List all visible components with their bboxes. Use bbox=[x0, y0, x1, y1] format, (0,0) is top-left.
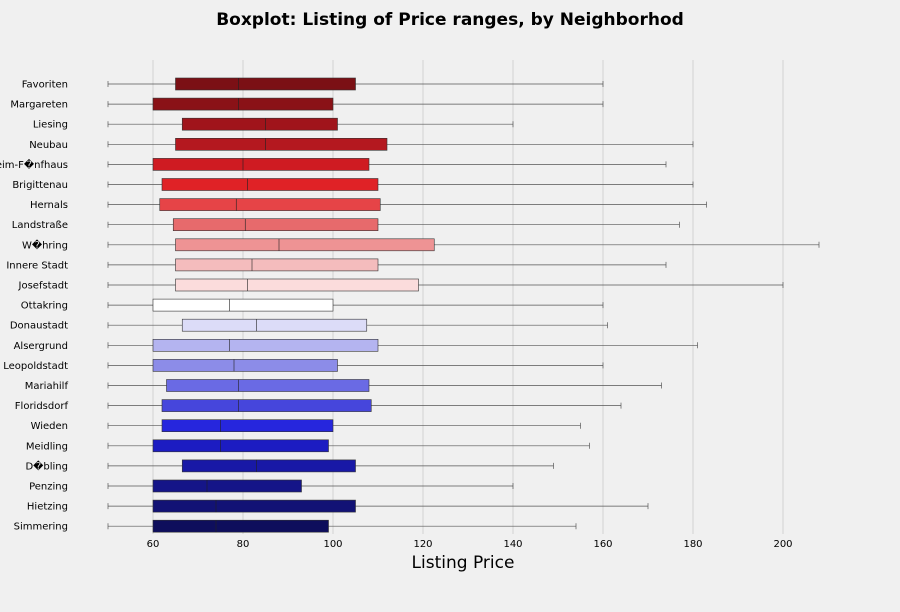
box-iqr bbox=[161, 419, 334, 433]
x-axis-label: Listing Price bbox=[412, 553, 515, 573]
category-label: Margareten bbox=[10, 100, 68, 111]
box-12 bbox=[107, 318, 608, 332]
box-iqr bbox=[152, 298, 334, 312]
category-label: Hernals bbox=[30, 200, 68, 211]
box-18 bbox=[107, 439, 590, 453]
box-14 bbox=[107, 359, 604, 372]
box-20 bbox=[107, 479, 514, 493]
boxes bbox=[107, 77, 820, 533]
box-iqr bbox=[181, 318, 368, 332]
box-iqr bbox=[166, 379, 370, 392]
box-iqr bbox=[152, 97, 334, 111]
category-label: Josefstadt bbox=[18, 281, 69, 292]
box-iqr bbox=[175, 258, 379, 272]
box-3 bbox=[107, 138, 694, 151]
box-11 bbox=[107, 298, 604, 312]
gridlines bbox=[152, 60, 784, 534]
category-label: D�bling bbox=[25, 459, 68, 472]
category-label: Simmering bbox=[14, 522, 68, 533]
category-label: Penzing bbox=[29, 482, 68, 493]
box-22 bbox=[107, 519, 577, 533]
box-iqr bbox=[181, 459, 356, 473]
box-15 bbox=[107, 379, 662, 392]
chart-title: Boxplot: Listing of Price ranges, by Nei… bbox=[216, 10, 684, 30]
box-iqr bbox=[152, 158, 370, 171]
category-label: Mariahilf bbox=[25, 381, 69, 392]
x-tick-label: 60 bbox=[147, 539, 160, 550]
category-label: Favoriten bbox=[22, 80, 68, 91]
x-tick-label: 200 bbox=[773, 539, 792, 550]
box-21 bbox=[107, 499, 649, 513]
box-5 bbox=[107, 178, 694, 191]
box-iqr bbox=[175, 77, 356, 91]
category-label: Neubau bbox=[29, 140, 68, 151]
box-17 bbox=[107, 419, 581, 433]
category-label: Hietzing bbox=[27, 502, 68, 513]
box-8 bbox=[107, 238, 820, 252]
box-iqr bbox=[152, 359, 338, 372]
x-tick-label: 120 bbox=[413, 539, 432, 550]
category-label: Alsergrund bbox=[14, 341, 68, 352]
category-label: Ottakring bbox=[21, 301, 68, 312]
box-13 bbox=[107, 338, 698, 352]
category-label: Innere Stadt bbox=[6, 260, 68, 271]
category-label: Floridsdorf bbox=[15, 401, 69, 412]
box-iqr bbox=[152, 479, 302, 493]
box-6 bbox=[107, 198, 707, 211]
box-0 bbox=[107, 77, 604, 91]
box-iqr bbox=[175, 238, 435, 252]
category-label: Brigittenau bbox=[12, 180, 68, 191]
category-label: W�hring bbox=[22, 238, 68, 251]
category-label: Liesing bbox=[33, 120, 68, 131]
category-label: Rudolfsheim-F�nfhaus bbox=[0, 158, 68, 171]
category-label: Leopoldstadt bbox=[3, 361, 68, 372]
box-2 bbox=[107, 117, 514, 131]
x-tick-label: 140 bbox=[503, 539, 522, 550]
box-iqr bbox=[159, 198, 381, 211]
box-iqr bbox=[161, 399, 372, 412]
box-7 bbox=[107, 218, 680, 231]
category-label: Wieden bbox=[31, 421, 68, 432]
box-4 bbox=[107, 158, 667, 171]
category-label: Donaustadt bbox=[10, 321, 68, 332]
box-9 bbox=[107, 258, 667, 272]
x-tick-label: 100 bbox=[323, 539, 342, 550]
category-labels: Favoriten Margareten Liesing Neubau Rudolfsh… bbox=[0, 80, 68, 533]
box-iqr bbox=[175, 278, 419, 292]
box-iqr bbox=[152, 439, 329, 453]
box-iqr bbox=[152, 338, 379, 352]
box-iqr bbox=[152, 499, 356, 513]
box-iqr bbox=[172, 218, 379, 231]
x-tick-label: 80 bbox=[237, 539, 250, 550]
x-tick-label: 180 bbox=[683, 539, 702, 550]
box-16 bbox=[107, 399, 622, 412]
box-19 bbox=[107, 459, 554, 473]
box-1 bbox=[107, 97, 604, 111]
box-10 bbox=[107, 278, 784, 292]
x-tick-labels: 60 80 100 120 140 160 180 200 bbox=[147, 539, 793, 550]
x-tick-label: 160 bbox=[593, 539, 612, 550]
box-iqr bbox=[181, 117, 338, 131]
category-label: Meidling bbox=[26, 441, 68, 452]
category-label: Landstraße bbox=[12, 220, 68, 231]
box-iqr bbox=[152, 519, 329, 533]
box-iqr bbox=[161, 178, 379, 191]
box-iqr bbox=[175, 138, 388, 151]
